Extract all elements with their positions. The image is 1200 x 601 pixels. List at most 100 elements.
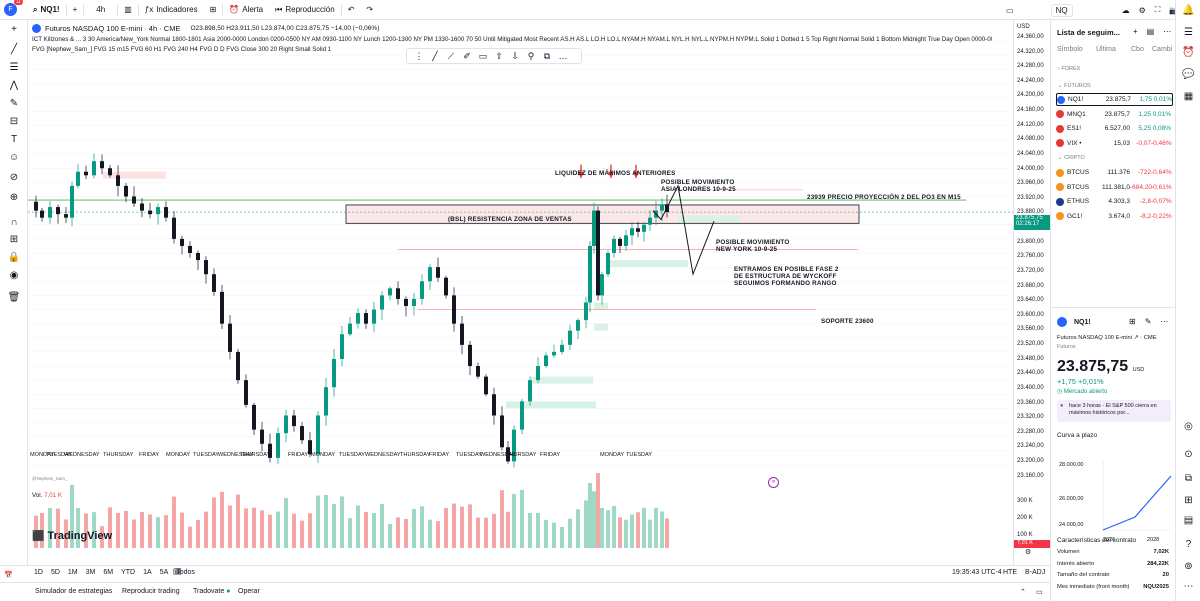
axis-settings-icon[interactable]: ⚙ <box>1025 549 1032 556</box>
path-tool-icon[interactable]: ⟋ <box>447 50 455 61</box>
watchlist-row[interactable]: VIX • 15,03 -0,07 -0,46% <box>1056 137 1173 150</box>
annotation-ny-line1[interactable]: POSIBLE MOVIMIENTO <box>716 239 790 246</box>
hotlist-icon[interactable]: ⊞ <box>1184 495 1193 506</box>
range-button[interactable]: Todos <box>176 569 195 576</box>
range-button[interactable]: 1D <box>34 569 43 576</box>
alert-button[interactable]: ⏰ Alerta <box>223 0 269 20</box>
detail-symbol[interactable]: NQ1! <box>1074 318 1091 326</box>
layout-icon[interactable]: ▤ <box>1146 27 1155 36</box>
calendar-icon[interactable]: 🗓 <box>173 569 182 576</box>
price-axis[interactable]: USD 24.360,00 24.320,00 24.280,00 24.240,00… <box>1013 20 1050 565</box>
lock-drawing-icon[interactable]: ⊞ <box>9 234 19 245</box>
range-button[interactable]: 1M <box>67 569 78 576</box>
curve-title[interactable]: Curva a plazo <box>1057 432 1098 439</box>
range-button[interactable]: 3M <box>85 569 96 576</box>
annotation-ny-line2[interactable]: NEW YORK 10-9-25 <box>716 246 778 253</box>
group-forex[interactable]: › FOREX <box>1058 66 1081 72</box>
lock-icon[interactable]: 🔒 <box>7 252 21 263</box>
contract-title[interactable]: Características del contrato <box>1057 537 1137 544</box>
annotation-asia-line1[interactable]: POSIBLE MOVIMIENTO <box>661 179 735 186</box>
indicator-legend-killzones[interactable]: ICT Killzones & ... 3 30 America/New_Yor… <box>32 36 992 43</box>
news-item[interactable]: ● hace 3 horas · El S&P 500 cierra en má… <box>1057 400 1171 422</box>
col-last[interactable]: Última <box>1096 46 1116 53</box>
range-button[interactable]: 5D <box>50 569 60 576</box>
annotation-fase-line2[interactable]: DE ESTRUCTURA DE WYCKOFF <box>734 273 837 280</box>
group-futures[interactable]: ⌄ FUTUROS <box>1058 83 1091 89</box>
goto-date-icon[interactable]: 📅 <box>4 572 13 579</box>
watchlist-icon[interactable]: ☰ <box>1184 27 1193 38</box>
fullscreen-icon[interactable]: ⛶ <box>1154 5 1161 14</box>
external-link-icon[interactable]: ↗ <box>1133 335 1139 341</box>
line-tool-icon[interactable]: ╱ <box>432 50 438 61</box>
user-avatar[interactable]: F 11 <box>0 0 23 20</box>
pen-tool-icon[interactable]: ✐ <box>463 50 471 61</box>
more-icon[interactable]: … <box>558 51 568 61</box>
watchlist-row[interactable]: BTCUS 111.381,0 -684,20 -0,61% <box>1056 181 1173 194</box>
watchlist-row[interactable]: BTCUS 111.376 -722 -0,64% <box>1056 166 1173 179</box>
hte-toggle[interactable]: HTE <box>1003 569 1017 576</box>
arrow-down-tool-icon[interactable]: ⇩ <box>511 50 519 61</box>
collapse-panel-icon[interactable]: ⌃ <box>1020 589 1026 596</box>
broadcast-icon[interactable]: ⊚ <box>1184 561 1193 572</box>
maximize-panel-icon[interactable]: ▭ <box>1036 589 1043 596</box>
more-options-icon[interactable]: ⋯ <box>1160 317 1169 326</box>
eye-icon[interactable]: ◉ <box>9 270 19 281</box>
add-symbol-button[interactable]: + <box>67 0 84 20</box>
chart-area[interactable]: Futuros NASDAQ 100 E-mini · 4h · CME O23… <box>28 20 1031 574</box>
brush-tool-icon[interactable]: ⚲ <box>527 50 535 61</box>
badj-toggle[interactable]: B-ADJ <box>1025 569 1046 576</box>
go-to-realtime-icon[interactable]: » <box>768 477 779 488</box>
chat-icon[interactable]: 💬 <box>1182 69 1195 80</box>
chart-type-button[interactable]: ▥ <box>118 0 138 20</box>
watchlist-symbol-label[interactable]: NQ <box>1050 3 1073 17</box>
indicators-button[interactable]: ƒx Indicadores <box>139 0 204 20</box>
price-chart[interactable] <box>28 20 1013 565</box>
expand-icon[interactable]: ⋯ <box>1183 581 1194 592</box>
help-icon[interactable]: ? <box>1185 539 1192 550</box>
undo-button[interactable]: ↶ <box>342 0 361 20</box>
tab-replay-trading[interactable]: Reproducir trading <box>122 588 180 595</box>
symbol-search-button[interactable]: ⌕ NQ1! <box>23 0 66 20</box>
settings-icon[interactable]: ⚙ <box>1138 5 1146 15</box>
emoji-icon[interactable]: ☺ <box>8 152 20 163</box>
watchlist-row[interactable]: ETHUS 4.303,3 -2,8 -0,07% <box>1056 195 1173 208</box>
trash-icon[interactable]: 🗑 <box>7 292 21 303</box>
group-crypto[interactable]: ⌄ CRIPTO <box>1058 155 1085 161</box>
drag-handle-icon[interactable]: ⋮ <box>414 50 424 61</box>
templates-button[interactable]: ⊞ <box>204 0 223 20</box>
clone-icon[interactable]: ⧉ <box>543 50 551 61</box>
range-button[interactable]: 5A <box>159 569 169 576</box>
annotation-fase-line1[interactable]: ENTRAMOS EN POSIBLE FASE 2 <box>734 266 839 273</box>
tab-trade[interactable]: Operar <box>238 588 260 595</box>
watchlist-row[interactable]: NQ1! 23.875,7 1,75 0,01% <box>1056 93 1173 106</box>
target-icon[interactable]: ⊙ <box>1184 449 1193 460</box>
pattern-icon[interactable]: ⋀ <box>9 80 19 91</box>
tab-tradovate[interactable]: Tradovate ● <box>193 588 231 595</box>
interval-button[interactable]: 4h <box>84 0 117 20</box>
annotation-fase-line3[interactable]: SEGUIMOS FORMANDO RANGO <box>734 280 837 287</box>
more-options-icon[interactable]: ⋯ <box>1163 27 1172 36</box>
watchlist-row[interactable]: ES1! 6.527,00 5,25 0,08% <box>1056 122 1173 135</box>
layout-icon[interactable]: ▭ <box>1006 5 1014 15</box>
grid-icon[interactable]: ⊞ <box>1129 317 1136 326</box>
col-change[interactable]: Cbo <box>1131 46 1144 53</box>
zoom-icon[interactable]: ⊕ <box>9 192 19 203</box>
magnet-icon[interactable]: ∩ <box>10 217 18 228</box>
annotation-soporte[interactable]: SOPORTE 23600 <box>821 318 874 325</box>
annotation-bsl[interactable]: (BSL) RESISTENCIA ZONA DE VENTAS <box>448 216 572 223</box>
tab-strategy-tester[interactable]: Simulador de estrategias <box>35 588 113 595</box>
rectangle-tool-icon[interactable]: ▭ <box>478 50 488 61</box>
col-symbol[interactable]: Símbolo <box>1057 46 1083 53</box>
redo-button[interactable]: ↷ <box>360 0 379 20</box>
ideas-icon[interactable]: ◎ <box>1184 421 1193 432</box>
add-watchlist-icon[interactable]: + <box>1133 27 1138 36</box>
fib-icon[interactable]: ☰ <box>9 62 19 73</box>
watchlist-row[interactable]: MNQ1 23.875,7 1,25 0,01% <box>1056 108 1173 121</box>
camera-icon[interactable]: 📷 <box>1169 6 1179 15</box>
arrow-up-tool-icon[interactable]: ⇧ <box>495 50 503 61</box>
measure-icon[interactable]: ⊘ <box>9 172 19 183</box>
edit-icon[interactable]: ✎ <box>1144 317 1152 326</box>
range-button[interactable]: YTD <box>121 569 136 576</box>
ruler-icon[interactable]: ⊟ <box>9 116 19 127</box>
layers-icon[interactable]: ▤ <box>1183 515 1194 526</box>
